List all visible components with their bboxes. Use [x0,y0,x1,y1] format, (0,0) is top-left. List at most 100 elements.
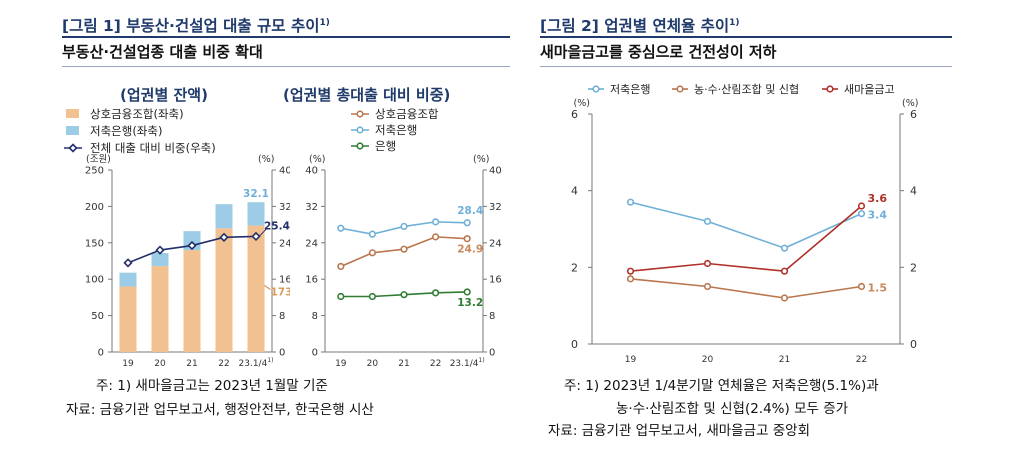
figure-2-source: 자료: 금융기관 업무보고서, 새마을금고 중앙회 [548,423,810,439]
data-label-savings: 3.4 [868,209,888,222]
y-tick-label-left: 24 [305,238,318,249]
line-nh-suhyup-forest-cu [630,278,862,299]
figure-2-note-1: 주: 1) 2023년 1/4분기말 연체율은 저축은행(5.1%)과 [564,378,879,394]
x-tick-label: 21 [779,355,790,365]
bar-mutual-finance [119,286,137,352]
bar-mutual-finance [215,228,233,352]
x-tick-label: 22 [430,359,441,369]
y-tick-label-right: 4 [910,185,917,198]
leader-line [258,229,267,237]
y-tick-label-right: 32 [279,202,290,213]
y-tick-label-left: 40 [305,166,318,177]
line-total-share-marker [155,245,165,255]
line-saemaul-geumgo-marker [780,267,789,275]
bar-savings-bank [119,272,137,287]
line-savings-bank-marker [626,198,635,206]
data-label-savings: 28.4 [457,205,483,217]
bar-mutual-finance [151,266,169,352]
figure-1-left-heading: (업권별 잔액) [120,86,208,104]
line-bank-marker [368,292,376,301]
y-tick-label-left: 6 [571,108,578,121]
x-tick-label: 22 [218,359,229,369]
y-tick-label-left: 100 [85,275,104,286]
line-savings-bank-marker [368,230,376,238]
data-label-savings: 32.1 [243,188,269,200]
figure-1-subtitle: 부동산·건설업종 대출 비중 확대 [62,38,510,67]
y-tick-label-left: 8 [312,311,318,322]
line-savings-bank-marker [780,244,789,252]
line-mutual-finance-marker [432,233,440,241]
legend-label: 저축은행(좌축) [90,124,162,138]
line-bank-marker [463,288,471,296]
x-tick-label: 19 [335,359,347,369]
figure-1-source: 자료: 금융기관 업무보고서, 행정안전부, 한국은행 시산 [66,402,374,418]
line-total-share-marker [187,240,197,251]
line-nh-suhyup-forest-cu-marker [780,294,789,302]
line-saemaul-geumgo-marker [857,202,866,210]
y-tick-label-right: 32 [489,202,502,213]
y-tick-label-right: 16 [489,275,502,286]
legend-label: 상호금융조합 [375,107,439,121]
line-mutual-finance-marker [463,235,471,243]
line-mutual-finance-marker [400,245,408,253]
figure-1-note: 주: 1) 새마을금고는 2023년 1월말 기준 [96,378,328,394]
line-bank-marker [400,291,408,299]
bar-mutual-finance [183,250,201,352]
line-saemaul-geumgo [630,205,863,272]
y-tick-label-right: 0 [489,348,495,359]
y-tick-label-right: 40 [489,166,502,177]
line-savings-bank [630,201,862,250]
line-savings-bank-marker [703,217,712,225]
y-tick-label-right: 24 [279,238,290,249]
figure-2: [그림 2] 업권별 연체율 추이1) 새마을금고를 중심으로 건전성이 저하 [540,0,952,67]
legend-label: 은행 [375,139,396,153]
line-nh-suhyup-forest-cu-marker [626,275,635,283]
y-tick-label-right: 2 [910,261,917,274]
figure-2-subtitle: 새마을금고를 중심으로 건전성이 저하 [540,38,952,67]
y-tick-label-left: 16 [305,275,318,286]
line-savings-bank-marker [400,222,408,231]
delinquency-chart: 저축은행 농·수·산림조합 및 신협 새마을금고(%) (%)0 02 24 46 619 20… [571,83,918,365]
y-right-unit: (%) [473,154,489,165]
line-savings-bank-marker [463,219,471,227]
y-right-unit: (%) [258,154,274,165]
bar-savings-bank [247,202,265,226]
x-tick-label: 19 [625,355,637,365]
legend-label: 새마을금고 [844,83,895,96]
data-label-mutual: 173.7 [271,287,291,299]
x-tick-label: 20 [702,355,714,365]
y-left-unit: (%) [309,154,325,165]
y-tick-label-left: 0 [312,348,318,359]
figure-2-title: [그림 2] 업권별 연체율 추이1) [540,0,952,38]
y-tick-label-left: 0 [98,348,104,359]
line-savings-bank-marker [432,218,440,226]
x-tick-label: 20 [367,359,379,369]
y-left-unit: (%) [574,98,590,109]
legend-label: 농·수·산림조합 및 신협 [694,83,799,96]
data-label-mutual: 24.9 [457,244,483,256]
line-savings-bank-marker [337,224,345,232]
y-tick-label-right: 24 [489,238,502,249]
legend-label: 저축은행 [610,83,650,96]
x-tick-label: 21 [186,359,197,369]
line-nh-suhyup-forest-cu-marker [857,282,866,291]
line-total-share-marker [219,232,229,242]
line-saemaul-geumgo-marker [626,267,635,275]
x-tick-label: 23.1/41) [450,357,485,369]
y-tick-label-left: 50 [91,311,104,322]
leader-line [264,285,271,290]
line-mutual-finance-marker [337,262,345,271]
y-left-unit: (조원) [86,154,111,165]
legend-marker [676,85,684,93]
y-tick-label-left: 150 [85,238,104,249]
y-tick-label-left: 0 [571,338,578,351]
y-tick-label-right: 6 [910,108,917,121]
bar-mutual-finance [247,225,265,352]
y-tick-label-right: 0 [910,338,917,351]
legend-marker [592,85,600,93]
data-label-mutual: 1.5 [868,282,888,295]
y-tick-label-left: 32 [305,202,318,213]
y-tick-label-left: 200 [85,202,104,213]
line-nh-suhyup-forest-cu-marker [703,282,712,291]
